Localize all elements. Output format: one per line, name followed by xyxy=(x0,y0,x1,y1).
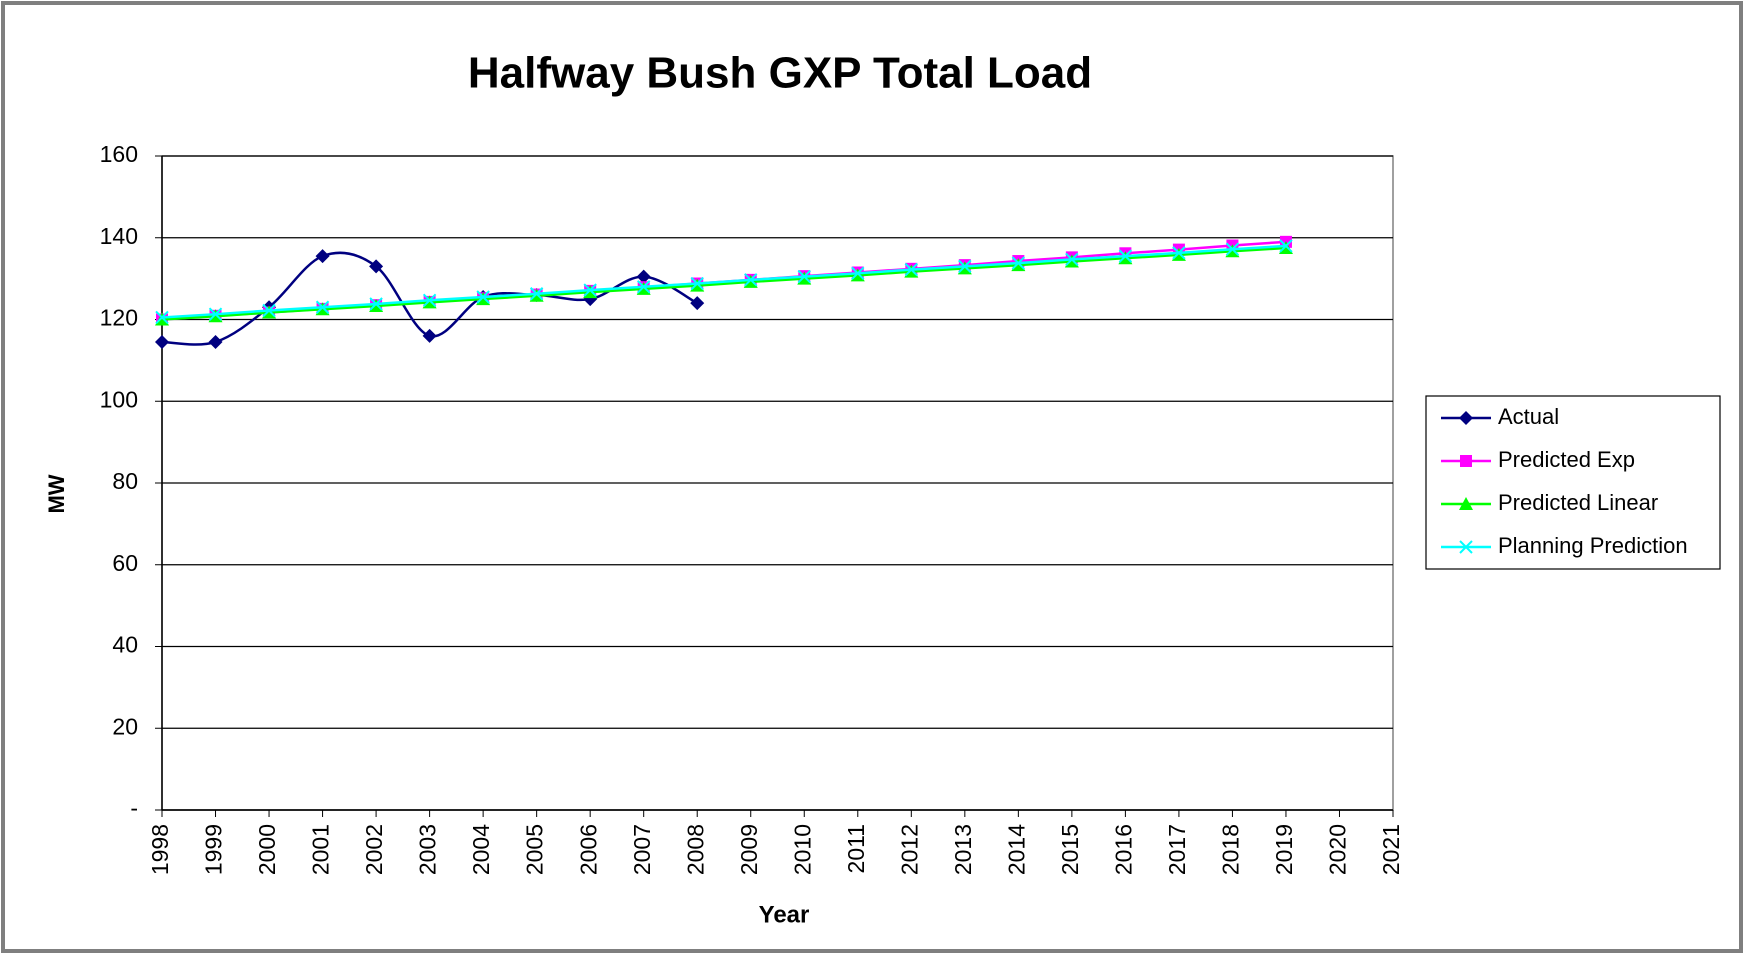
x-tick-label: 2015 xyxy=(1057,824,1083,875)
legend-marker xyxy=(1459,497,1473,510)
marker xyxy=(1118,249,1133,263)
x-tick-label: 2020 xyxy=(1325,824,1351,875)
x-tick-label: 2000 xyxy=(254,824,280,875)
marker xyxy=(476,290,490,304)
y-tick-label: - xyxy=(130,795,138,821)
y-tick-label: 140 xyxy=(100,223,138,249)
x-tick-label: 2006 xyxy=(575,824,601,875)
marker xyxy=(208,334,223,349)
chart-title: Halfway Bush GXP Total Load xyxy=(468,49,1092,98)
marker xyxy=(1011,256,1026,270)
x-tick-label: 2017 xyxy=(1164,824,1190,875)
marker xyxy=(1225,242,1240,256)
legend-box xyxy=(1425,395,1721,570)
marker xyxy=(369,297,383,311)
x-tick-label: 2003 xyxy=(415,824,441,875)
marker xyxy=(155,334,169,349)
legend-label: Planning Prediction xyxy=(1498,533,1688,558)
marker xyxy=(422,328,437,343)
x-axis-label: Year xyxy=(759,901,810,928)
legend-marker xyxy=(1459,540,1473,554)
marker xyxy=(208,307,223,321)
x-tick-label: 2021 xyxy=(1378,824,1404,875)
marker xyxy=(1065,252,1079,267)
x-tick-label: 2009 xyxy=(736,824,762,875)
marker xyxy=(958,259,972,274)
marker xyxy=(690,276,704,291)
series-line xyxy=(161,244,1287,319)
y-tick-label: 160 xyxy=(100,141,138,167)
y-tick-label: 120 xyxy=(100,305,138,331)
marker xyxy=(1172,246,1186,260)
marker xyxy=(155,310,169,325)
marker xyxy=(690,296,705,311)
x-tick-label: 2014 xyxy=(1003,824,1029,875)
marker xyxy=(744,273,758,287)
y-tick-label: 100 xyxy=(100,386,138,412)
x-tick-label: 2008 xyxy=(682,824,708,875)
marker xyxy=(315,249,330,264)
marker xyxy=(1279,239,1293,253)
marker xyxy=(315,300,330,314)
y-tick-label: 80 xyxy=(112,468,138,494)
x-tick-label: 2012 xyxy=(896,824,922,875)
legend-marker xyxy=(1459,411,1473,425)
x-tick-label: 2010 xyxy=(789,824,815,875)
y-tick-label: 60 xyxy=(112,550,138,576)
x-tick-label: 2002 xyxy=(361,824,387,875)
x-tick-label: 2018 xyxy=(1218,824,1244,875)
y-tick-label: 20 xyxy=(112,713,138,739)
marker xyxy=(529,287,544,301)
x-tick-label: 1999 xyxy=(201,824,227,875)
marker xyxy=(636,280,651,294)
x-tick-label: 2013 xyxy=(950,824,976,875)
marker xyxy=(851,266,865,281)
marker xyxy=(369,259,384,274)
x-tick-label: 1998 xyxy=(147,824,173,875)
x-tick-label: 2005 xyxy=(522,824,548,875)
x-tick-label: 2019 xyxy=(1271,824,1297,875)
marker xyxy=(904,262,919,277)
x-tick-label: 2007 xyxy=(629,824,655,875)
x-tick-label: 2004 xyxy=(468,824,494,875)
marker xyxy=(422,293,437,307)
legend-label: Predicted Exp xyxy=(1498,447,1635,472)
marker xyxy=(583,283,597,297)
marker xyxy=(636,269,651,284)
y-tick-label: 40 xyxy=(112,632,138,658)
x-tick-label: 2001 xyxy=(308,824,334,875)
marker xyxy=(262,303,276,318)
legend-label: Actual xyxy=(1498,404,1559,429)
legend-label: Predicted Linear xyxy=(1498,490,1658,515)
y-axis-label: MW xyxy=(44,474,69,513)
marker xyxy=(797,269,811,284)
x-tick-label: 2011 xyxy=(843,824,869,873)
legend-marker xyxy=(1460,455,1472,467)
x-tick-label: 2016 xyxy=(1110,824,1136,875)
series-line xyxy=(161,246,1287,321)
